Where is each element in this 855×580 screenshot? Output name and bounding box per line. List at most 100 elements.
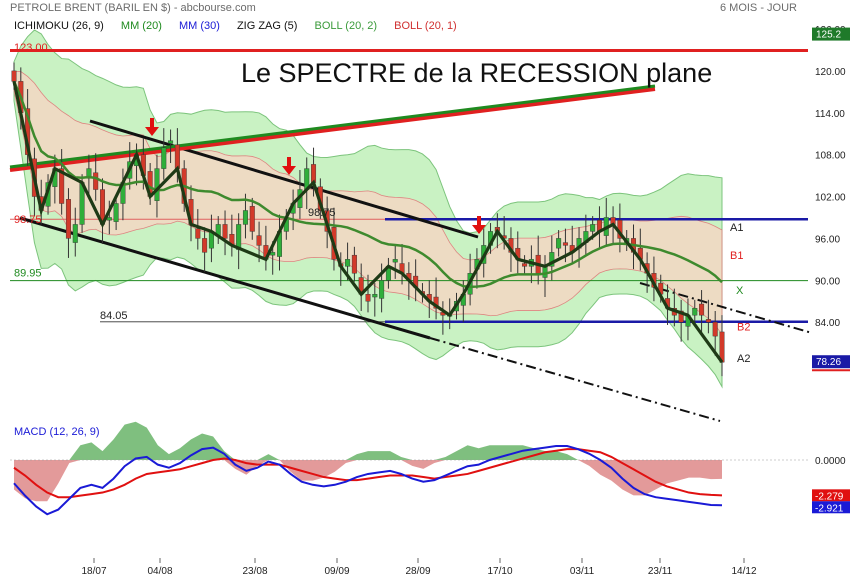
- candle-body: [65, 199, 71, 239]
- candle: [249, 197, 255, 240]
- candle-body: [174, 144, 180, 169]
- candle: [719, 315, 725, 377]
- candle: [168, 129, 174, 164]
- macd-panel: 0.0000 -2.279-2.921: [10, 421, 850, 516]
- x-tick-label: 03/11: [570, 566, 595, 577]
- price-badge-last: 78.26: [812, 355, 850, 372]
- zone-label-x: X: [736, 285, 744, 297]
- candle-body: [542, 266, 548, 278]
- candle-body: [719, 331, 725, 363]
- zone-label-a2: A2: [737, 353, 750, 365]
- candle-body: [311, 164, 317, 183]
- badge-bg: [812, 27, 850, 41]
- candle-body: [113, 203, 119, 222]
- candle: [556, 230, 562, 257]
- candle-body: [256, 235, 262, 246]
- badge-bg: [812, 355, 850, 369]
- zone-label-b1: B1: [730, 250, 743, 262]
- candle: [522, 255, 528, 275]
- candle: [113, 195, 119, 231]
- x-tick-label: 14/12: [731, 566, 756, 577]
- candle-body: [522, 263, 528, 267]
- candle-body: [365, 294, 371, 302]
- candle: [222, 210, 228, 256]
- candle: [392, 245, 398, 279]
- candle-body: [161, 147, 167, 169]
- candle-body: [270, 252, 276, 256]
- legend-mm30[interactable]: MM (30): [178, 20, 220, 32]
- down-arrow-icon: [145, 118, 159, 136]
- down-arrow-icon: [472, 216, 486, 234]
- badge-bg: [812, 501, 850, 514]
- x-tick-label: 09/09: [324, 566, 349, 577]
- y-tick-label: 102.00: [815, 193, 846, 204]
- candle-body: [72, 224, 78, 243]
- macd-zero-tick: 0.0000: [815, 456, 846, 467]
- candle-body: [562, 242, 568, 246]
- y-axis: 126.00120.00114.00108.00102.0096.0090.00…: [812, 25, 850, 372]
- zone-label-a1: A1: [730, 222, 743, 234]
- candle-body: [11, 70, 17, 82]
- legend-mm20[interactable]: MM (20): [120, 20, 162, 32]
- candle: [161, 128, 167, 180]
- x-tick-label: 04/08: [147, 566, 172, 577]
- candle-body: [249, 206, 255, 232]
- x-tick-label: 18/07: [81, 566, 106, 577]
- candle-body: [712, 321, 718, 337]
- macd-histogram-positive: [14, 421, 722, 460]
- candle: [372, 283, 378, 317]
- legend-boll-1[interactable]: BOLL (20, 1): [394, 20, 457, 32]
- legend-boll-2[interactable]: BOLL (20, 2): [314, 20, 378, 32]
- mm20-line: [12, 80, 723, 289]
- candle: [242, 193, 248, 239]
- level-label-89-95: 89.95: [14, 268, 42, 280]
- candle: [678, 299, 684, 342]
- y-tick-label: 120.00: [815, 67, 846, 78]
- legend-ichimoku[interactable]: ICHIMOKU (26, 9): [14, 20, 104, 32]
- indicator-legend: ICHIMOKU (26, 9) MM (20) MM (30) ZIG ZAG…: [14, 20, 471, 32]
- macd-badge-value: -2.921: [812, 501, 850, 514]
- candle-body: [372, 294, 378, 298]
- candle-body: [379, 280, 385, 299]
- resistance-trendline-green: [9, 84, 656, 169]
- x-tick-label: 23/08: [242, 566, 267, 577]
- candle-body: [242, 210, 248, 225]
- level-label-84-05: 84.05: [100, 310, 128, 322]
- legend-zigzag[interactable]: ZIG ZAG (5): [236, 20, 298, 32]
- candle: [699, 290, 705, 332]
- candle-body: [590, 224, 596, 232]
- badge-text: -2.921: [815, 503, 844, 514]
- macd-line: [13, 445, 723, 516]
- candle-body: [556, 238, 562, 249]
- candle: [202, 227, 208, 272]
- zone-label-b2: B2: [737, 321, 750, 333]
- chart-title: PETROLE BRENT (BARIL EN $) - abcbourse.c…: [10, 2, 256, 14]
- badge-bg: [812, 489, 850, 502]
- x-axis: 18/07 04/08 23/08 09/09 28/09 17/10 03/11 23/11…: [81, 558, 757, 577]
- level-labels: 123.00 98.75 98.75 89.95 84.05 A1 B1 X B2 A2: [14, 42, 750, 365]
- macd-badge-signal: -2.279: [812, 489, 850, 502]
- candle-body: [705, 319, 711, 323]
- x-tick-label: 28/09: [405, 566, 430, 577]
- candle-body: [345, 259, 351, 267]
- candle-body: [692, 308, 698, 316]
- macd-histogram-negative: [14, 460, 722, 502]
- candle-body: [222, 224, 228, 239]
- y-tick-label: 84.00: [815, 318, 840, 329]
- macd-signal-line: [13, 448, 723, 499]
- badge-text: -2.279: [815, 491, 844, 502]
- period-label: 6 MOIS - JOUR: [719, 2, 797, 14]
- candle-body: [392, 259, 398, 263]
- candle-body: [699, 303, 705, 316]
- candle-body: [59, 168, 65, 204]
- candle-body: [549, 252, 555, 267]
- level-label-98-75-left: 98.75: [14, 214, 42, 226]
- candle-body: [202, 238, 208, 253]
- candle-body: [168, 140, 174, 144]
- grid-lines: [10, 48, 808, 324]
- resistance-trendline-red: [9, 87, 656, 172]
- candle: [86, 154, 92, 196]
- candle-body: [93, 172, 99, 190]
- y-tick-label: 108.00: [815, 151, 846, 162]
